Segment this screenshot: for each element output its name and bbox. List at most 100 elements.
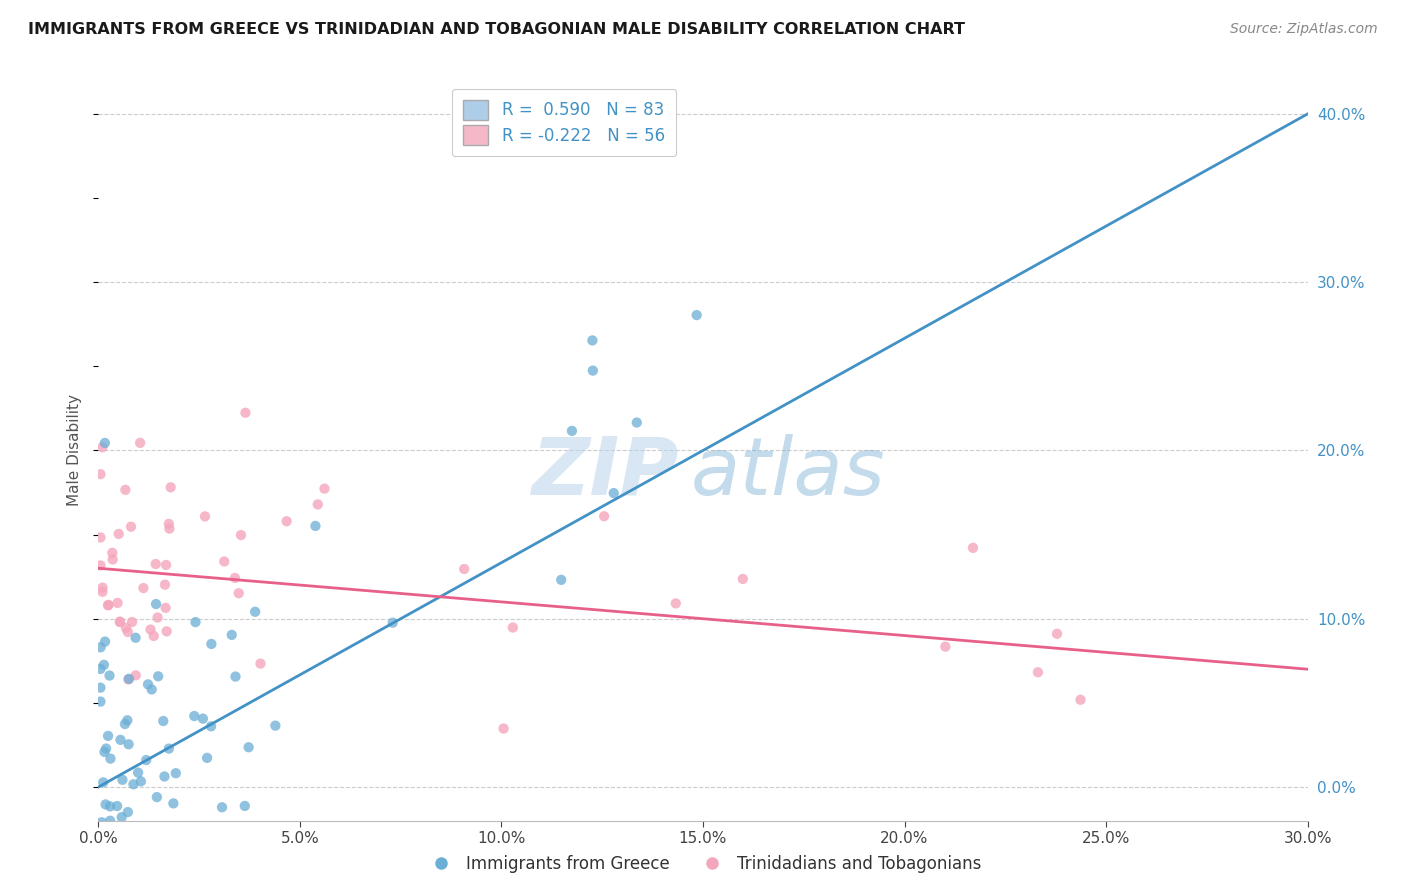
Point xyxy=(94,741,117,756)
Text: atlas: atlas xyxy=(690,434,886,512)
Point xyxy=(550,573,572,587)
Point xyxy=(381,615,404,630)
Point xyxy=(107,830,129,845)
Point xyxy=(153,769,176,783)
Point xyxy=(91,775,114,789)
Point xyxy=(100,751,122,765)
Point xyxy=(117,673,139,687)
Point xyxy=(155,600,177,615)
Point xyxy=(191,712,214,726)
Point xyxy=(118,672,141,686)
Point xyxy=(155,558,177,572)
Point xyxy=(561,424,583,438)
Point xyxy=(162,797,184,811)
Point xyxy=(165,766,187,780)
Point xyxy=(108,615,131,629)
Point xyxy=(117,737,139,751)
Point xyxy=(117,714,139,728)
Point xyxy=(120,829,142,843)
Point xyxy=(108,615,131,629)
Point xyxy=(183,709,205,723)
Point xyxy=(156,624,179,639)
Point xyxy=(125,668,148,682)
Point xyxy=(184,830,207,845)
Point xyxy=(249,657,271,671)
Point xyxy=(224,571,246,585)
Point xyxy=(91,581,114,595)
Point xyxy=(228,586,250,600)
Point xyxy=(453,562,475,576)
Point xyxy=(121,615,143,629)
Legend: Immigrants from Greece, Trinidadians and Tobagonians: Immigrants from Greece, Trinidadians and… xyxy=(418,848,988,880)
Point xyxy=(91,440,114,454)
Point xyxy=(97,729,120,743)
Point xyxy=(132,581,155,595)
Point xyxy=(89,467,111,482)
Point xyxy=(145,597,167,611)
Point xyxy=(1069,692,1091,706)
Point xyxy=(90,640,112,655)
Point xyxy=(139,623,162,637)
Point xyxy=(112,830,135,845)
Point xyxy=(107,527,129,541)
Point xyxy=(307,497,329,511)
Legend: R =  0.590   N = 83, R = -0.222   N = 56: R = 0.590 N = 83, R = -0.222 N = 56 xyxy=(451,88,676,156)
Point xyxy=(233,798,256,813)
Point xyxy=(685,308,707,322)
Point xyxy=(105,799,128,814)
Point xyxy=(136,677,159,691)
Point xyxy=(90,815,112,830)
Text: Source: ZipAtlas.com: Source: ZipAtlas.com xyxy=(1230,22,1378,37)
Point xyxy=(146,610,169,624)
Point xyxy=(276,514,298,528)
Point xyxy=(159,480,181,494)
Point xyxy=(93,830,115,845)
Point xyxy=(1046,627,1069,641)
Point xyxy=(127,830,149,845)
Point xyxy=(117,830,139,845)
Point xyxy=(115,621,138,635)
Point xyxy=(110,732,132,747)
Point xyxy=(107,596,129,610)
Point xyxy=(229,528,252,542)
Point xyxy=(117,625,139,640)
Point xyxy=(243,605,266,619)
Point xyxy=(98,828,121,842)
Point xyxy=(129,435,152,450)
Point xyxy=(177,830,200,845)
Point xyxy=(962,541,984,555)
Point xyxy=(105,830,128,845)
Point xyxy=(157,522,180,536)
Point xyxy=(146,790,169,805)
Point xyxy=(221,628,243,642)
Point xyxy=(114,483,136,497)
Point xyxy=(120,519,142,533)
Point xyxy=(492,722,515,736)
Point xyxy=(93,745,115,759)
Point xyxy=(235,406,257,420)
Point xyxy=(264,718,287,732)
Point xyxy=(98,668,121,682)
Point xyxy=(314,482,336,496)
Point xyxy=(135,753,157,767)
Point xyxy=(129,774,152,789)
Point xyxy=(111,810,134,824)
Point xyxy=(200,719,222,733)
Point xyxy=(238,740,260,755)
Point xyxy=(224,669,246,683)
Point xyxy=(731,572,754,586)
Point xyxy=(89,819,111,833)
Point xyxy=(934,640,956,654)
Point xyxy=(111,772,134,787)
Point xyxy=(194,509,217,524)
Point xyxy=(122,777,145,791)
Point xyxy=(114,717,136,731)
Point xyxy=(94,436,117,450)
Point xyxy=(135,830,157,845)
Point xyxy=(91,584,114,599)
Text: IMMIGRANTS FROM GREECE VS TRINIDADIAN AND TOBAGONIAN MALE DISABILITY CORRELATION: IMMIGRANTS FROM GREECE VS TRINIDADIAN AN… xyxy=(28,22,965,37)
Point xyxy=(157,741,180,756)
Point xyxy=(157,516,180,531)
Text: ZIP: ZIP xyxy=(531,434,679,512)
Y-axis label: Male Disability: Male Disability xyxy=(67,394,83,507)
